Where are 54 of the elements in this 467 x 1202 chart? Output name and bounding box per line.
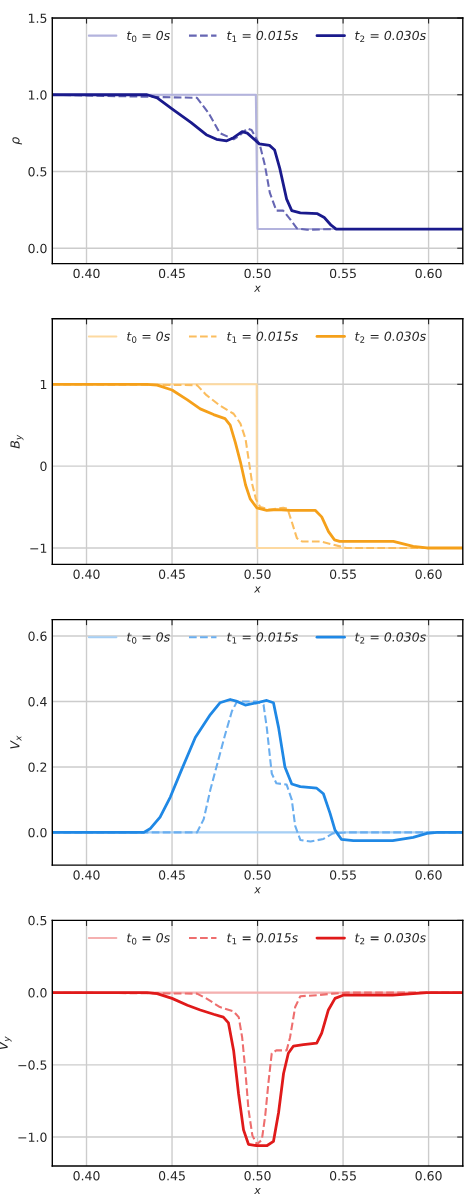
y-tick-label: 1 — [40, 379, 47, 390]
y-axis-title: B$_{y}$ — [10, 434, 24, 449]
y-tick-label: 0.2 — [28, 762, 47, 772]
legend-label: t$_{2}$ = 0.030s — [355, 331, 426, 343]
x-tick-label: 0.60 — [415, 870, 442, 880]
y-tick-label: −1 — [30, 543, 47, 553]
legend-label: t$_{1}$ = 0.015s — [227, 933, 298, 945]
legend-label: t$_{1}$ = 0.015s — [227, 30, 298, 42]
legend-label: t$_{2}$ = 0.030s — [355, 933, 426, 945]
x-tick-label: 0.60 — [415, 1171, 442, 1181]
x-tick-label: 0.55 — [329, 268, 356, 279]
y-axis-title: V$_{x}$ — [10, 735, 22, 749]
y-tick-label: 0.5 — [28, 915, 47, 926]
y-tick-label: 0.0 — [28, 988, 47, 998]
x-tick-label: 0.40 — [73, 870, 100, 880]
x-tick-label: 0.55 — [329, 870, 356, 880]
y-tick-label: 0.4 — [28, 696, 47, 707]
x-tick-label: 0.50 — [244, 268, 271, 279]
legend-label: t$_{0}$ = 0s — [127, 30, 170, 43]
x-axis-title: x — [253, 285, 261, 292]
legend-label: t$_{0}$ = 0s — [127, 632, 170, 644]
y-tick-label: 1.0 — [28, 90, 47, 100]
x-tick-label: 0.50 — [244, 569, 271, 579]
y-tick-label: 0.6 — [28, 631, 47, 641]
legend-label: t$_{2}$ = 0.030s — [355, 632, 426, 644]
x-axis-title: x — [253, 586, 261, 593]
x-tick-label: 0.45 — [158, 268, 185, 279]
x-tick-label: 0.40 — [73, 1171, 100, 1181]
y-tick-label: −0.5 — [18, 1060, 47, 1070]
y-tick-label: 0.5 — [28, 166, 47, 177]
x-tick-label: 0.50 — [244, 870, 271, 880]
legend-label: t$_{1}$ = 0.015s — [227, 632, 298, 644]
x-tick-label: 0.55 — [329, 569, 356, 579]
x-tick-label: 0.40 — [73, 569, 100, 579]
x-tick-label: 0.45 — [158, 1171, 185, 1181]
x-axis-title: x — [253, 1188, 261, 1195]
legend-label: t$_{1}$ = 0.015s — [227, 331, 298, 343]
x-tick-label: 0.40 — [73, 268, 100, 279]
y-tick-label: −1.0 — [18, 1132, 47, 1142]
x-tick-label: 0.60 — [415, 569, 442, 579]
y-tick-label: 0 — [40, 461, 47, 472]
x-axis-title: x — [253, 887, 261, 894]
x-tick-label: 0.45 — [158, 569, 185, 579]
x-tick-label: 0.50 — [244, 1171, 271, 1181]
y-tick-label: 1.5 — [28, 13, 47, 23]
legend-label: t$_{0}$ = 0s — [127, 933, 170, 945]
y-tick-label: 0.0 — [28, 827, 47, 838]
x-tick-label: 0.45 — [158, 870, 185, 880]
y-axis-title: ρ — [12, 137, 23, 145]
x-tick-label: 0.60 — [415, 268, 442, 279]
x-tick-label: 0.55 — [329, 1171, 356, 1181]
legend-label: t$_{0}$ = 0s — [127, 331, 170, 343]
legend-label: t$_{2}$ = 0.030s — [355, 30, 426, 42]
y-tick-label: 0.0 — [28, 243, 47, 254]
